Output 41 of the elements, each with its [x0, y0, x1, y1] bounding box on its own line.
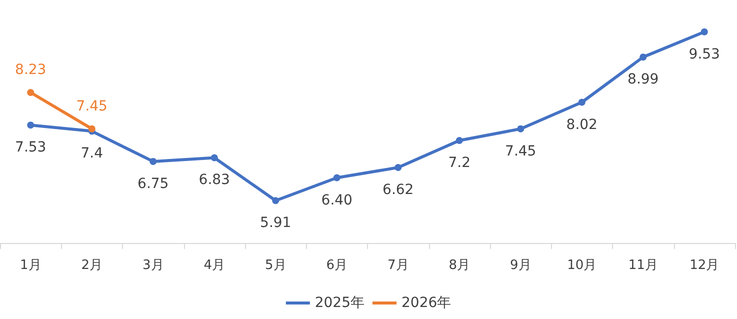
legend-label: 2025年 [314, 295, 365, 311]
point [88, 125, 96, 132]
point [27, 88, 34, 96]
x-tick-label: 2月 [81, 258, 103, 273]
point [517, 125, 524, 132]
point [394, 164, 402, 172]
x-tick-label: 8月 [448, 258, 470, 273]
point [578, 98, 586, 106]
point [210, 154, 218, 162]
x-tick-label: 7月 [387, 258, 409, 273]
x-tick-label: 6月 [326, 258, 348, 273]
point [640, 54, 647, 61]
x-tick-label: 12月 [690, 258, 720, 273]
data-label: 8.02 [566, 116, 598, 133]
point [272, 197, 280, 204]
data-label: 6.83 [198, 172, 230, 188]
x-tick-label: 4月 [204, 258, 226, 273]
data-label: 6.62 [382, 182, 414, 198]
point [700, 28, 708, 36]
data-label: 8.23 [15, 62, 46, 78]
x-tick-label: 10月 [567, 258, 597, 273]
data-label: 5.91 [260, 215, 292, 232]
data-label: 7.4 [80, 146, 104, 162]
x-tick-label: 9月 [510, 258, 532, 273]
x-tick-label: 3月 [142, 258, 164, 273]
data-label: 7.45 [76, 98, 108, 114]
point [27, 122, 34, 129]
data-label: 7.53 [15, 140, 46, 156]
data-label: 7.45 [505, 143, 536, 160]
legend-label: 2026年 [402, 295, 452, 311]
x-tick-label: 11月 [628, 258, 658, 273]
data-label: 6.75 [138, 176, 169, 192]
point [150, 158, 157, 165]
x-tick-label: 1月 [20, 258, 42, 273]
point [456, 136, 463, 144]
x-tick-label: 5月 [264, 258, 286, 273]
data-label: 9.53 [688, 46, 720, 62]
data-label: 6.40 [321, 192, 352, 208]
point [333, 174, 340, 182]
data-label: 7.2 [448, 154, 471, 171]
data-label: 8.99 [628, 72, 659, 88]
